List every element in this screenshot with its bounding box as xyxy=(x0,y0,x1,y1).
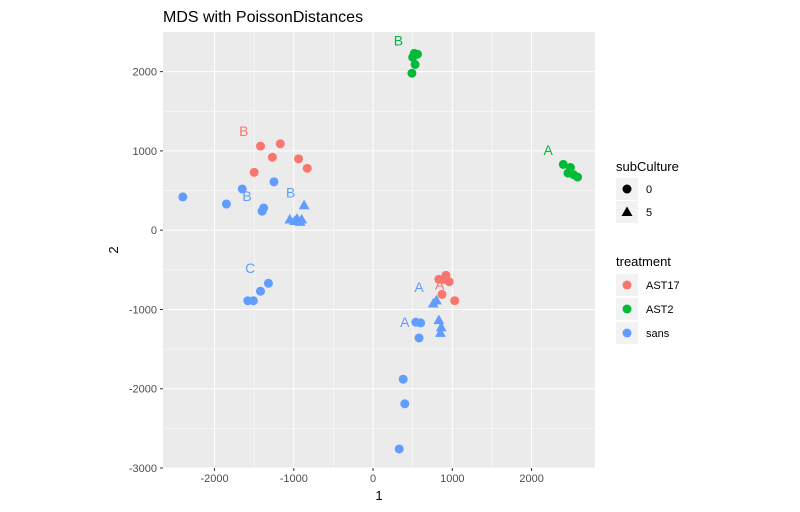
point-ast2-circle xyxy=(410,60,420,70)
plot-panel xyxy=(163,32,595,468)
point-sans-circle xyxy=(414,333,424,343)
x-axis-ticks: -2000 -1000 0 1000 2000 xyxy=(200,468,544,485)
legend-treatment: treatment a AST17 a AST2 a sans xyxy=(616,254,680,344)
group-annotation-label: C xyxy=(245,260,255,276)
point-ast17-circle xyxy=(267,152,277,162)
point-ast2-circle xyxy=(558,159,568,169)
group-annotation-label: B xyxy=(242,188,251,204)
legend-treatment-label-sans: sans xyxy=(646,328,670,340)
point-ast2-circle xyxy=(407,68,417,78)
legend-sans-icon xyxy=(622,328,632,338)
group-annotation-label: B xyxy=(286,185,295,201)
minor-gridlines xyxy=(163,32,595,468)
point-ast17-circle xyxy=(249,167,259,177)
point-sans-triangle xyxy=(435,321,447,332)
x-tick-label: 2000 xyxy=(519,473,543,485)
point-ast17-circle xyxy=(444,277,454,287)
legend-subculture-label-5: 5 xyxy=(646,207,652,219)
y-tick-label: -1000 xyxy=(129,304,157,316)
point-ast17-circle xyxy=(294,154,304,164)
point-sans-circle xyxy=(221,199,231,209)
y-axis-ticks: 2000 1000 0 -1000 -2000 -3000 xyxy=(129,67,163,475)
y-tick-label: 2000 xyxy=(133,67,157,79)
x-axis-title: 1 xyxy=(375,488,382,503)
y-tick-label: 0 xyxy=(151,225,157,237)
x-tick-label: -2000 xyxy=(200,473,228,485)
point-sans-circle xyxy=(398,374,408,384)
legend-subculture: subCulture 0 5 xyxy=(616,159,679,223)
x-tick-label: -1000 xyxy=(280,473,308,485)
point-ast2-circle xyxy=(573,172,583,182)
x-tick-label: 0 xyxy=(370,473,376,485)
point-sans-triangle xyxy=(294,216,306,226)
point-ast2-circle xyxy=(408,52,418,62)
point-sans-triangle xyxy=(298,199,310,210)
group-annotation-label: A xyxy=(414,279,424,295)
legend-ast2-icon xyxy=(622,304,632,314)
point-sans-circle xyxy=(269,177,279,187)
legend-subculture-title: subCulture xyxy=(616,159,679,174)
point-sans-triangle xyxy=(433,314,445,325)
point-sans-circle xyxy=(248,296,258,306)
point-sans-triangle xyxy=(435,327,446,337)
point-sans-circle xyxy=(255,286,265,296)
y-tick-label: -3000 xyxy=(129,463,157,475)
point-ast17-circle xyxy=(437,289,447,299)
point-sans-circle xyxy=(263,278,273,288)
legend-ast17-letter-icon: a xyxy=(624,281,630,292)
point-ast17-circle xyxy=(255,141,265,151)
chart-title: MDS with PoissonDistances xyxy=(163,9,363,26)
group-annotation-label: A xyxy=(435,277,445,293)
point-sans-circle xyxy=(416,318,426,328)
group-annotation-label: B xyxy=(394,32,403,48)
point-sans-circle xyxy=(400,399,410,409)
data-points xyxy=(178,48,583,454)
point-sans-circle xyxy=(237,184,247,194)
y-tick-label: -2000 xyxy=(129,384,157,396)
point-sans-circle xyxy=(178,192,188,202)
legend-triangle-icon xyxy=(621,206,633,216)
group-annotation-label: A xyxy=(544,142,554,158)
legend-ast2-letter-icon: a xyxy=(624,305,630,316)
y-axis-title: 2 xyxy=(106,246,121,253)
y-tick-label: 1000 xyxy=(133,146,157,158)
point-ast17-circle xyxy=(302,163,312,173)
group-annotation-label: B xyxy=(239,123,248,139)
point-sans-circle xyxy=(394,444,404,454)
legend-treatment-label-ast2: AST2 xyxy=(646,304,674,316)
x-tick-label: 1000 xyxy=(440,473,464,485)
legend-treatment-title: treatment xyxy=(616,254,671,269)
point-sans-circle xyxy=(257,206,267,216)
point-ast17-circle xyxy=(450,296,460,306)
major-gridlines xyxy=(163,32,595,469)
legend-treatment-label-ast17: AST17 xyxy=(646,280,680,292)
legend-circle-icon xyxy=(622,184,632,194)
group-annotation-label: A xyxy=(400,314,410,330)
point-ast17-circle xyxy=(275,139,285,149)
legend-ast17-icon xyxy=(622,280,632,290)
point-sans-triangle xyxy=(427,297,439,308)
legend-subculture-label-0: 0 xyxy=(646,184,652,196)
legend-sans-letter-icon: a xyxy=(624,329,630,340)
